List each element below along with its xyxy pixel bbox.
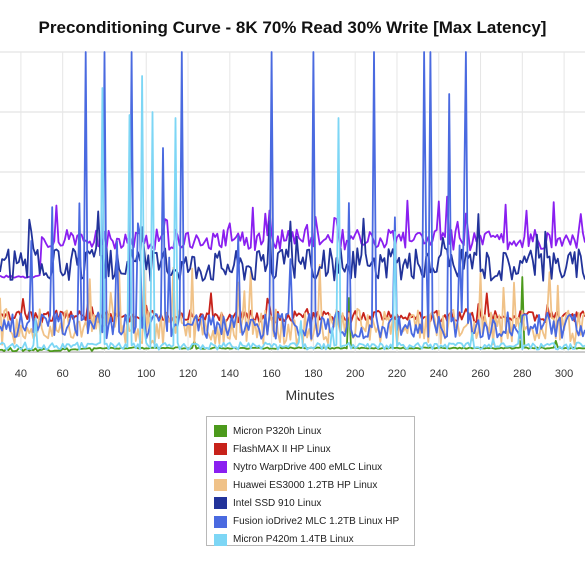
legend-label: Micron P420m 1.4TB Linux: [233, 534, 354, 546]
legend-swatch: [214, 497, 227, 510]
legend-item[interactable]: Huawei ES3000 1.2TB HP Linux: [214, 476, 414, 494]
x-tick-label: 220: [388, 368, 406, 380]
legend-item[interactable]: Micron P420m 1.4TB Linux: [214, 531, 414, 549]
series-line-7: [0, 75, 585, 351]
series-line-1: [0, 276, 585, 352]
x-tick-label: 260: [471, 368, 489, 380]
x-axis-title: Minutes: [285, 387, 334, 403]
legend-item[interactable]: Nytro WarpDrive 400 eMLC Linux: [214, 458, 414, 476]
x-tick-label: 40: [15, 368, 27, 380]
legend-item[interactable]: Fusion ioDrive2 MLC 1.2TB Linux HP: [214, 512, 414, 530]
series-line-3: [0, 195, 585, 279]
legend-label: Nytro WarpDrive 400 eMLC Linux: [233, 461, 383, 473]
x-tick-label: 200: [346, 368, 364, 380]
x-tick-label: 120: [179, 368, 197, 380]
series-line-5: [0, 210, 585, 282]
legend-item[interactable]: Intel SSD 910 Linux: [214, 494, 414, 512]
x-tick-label: 60: [57, 368, 69, 380]
series-lines: [0, 51, 585, 352]
legend-swatch: [214, 425, 227, 438]
legend: Micron P320h Linux FlashMAX II HP Linux Ny…: [206, 416, 415, 546]
legend-item[interactable]: FlashMAX II HP Linux: [214, 440, 414, 458]
legend-item[interactable]: Micron P320h Linux: [214, 422, 414, 440]
x-tick-label: 180: [304, 368, 322, 380]
legend-swatch: [214, 461, 227, 474]
legend-label: FlashMAX II HP Linux: [233, 443, 331, 455]
legend-label: Intel SSD 910 Linux: [233, 497, 322, 509]
legend-swatch: [214, 515, 227, 528]
series-line-6: [0, 51, 585, 340]
legend-swatch: [214, 533, 227, 546]
legend-swatch: [214, 479, 227, 492]
legend-label: Fusion ioDrive2 MLC 1.2TB Linux HP: [233, 516, 400, 528]
chart-title: Preconditioning Curve - 8K 70% Read 30% …: [38, 18, 547, 37]
x-tick-label: 240: [430, 368, 448, 380]
x-tick-label: 280: [513, 368, 531, 380]
x-tick-label: 80: [98, 368, 110, 380]
x-tick-label: 100: [137, 368, 155, 380]
legend-label: Micron P320h Linux: [233, 425, 322, 437]
x-tick-label: 300: [555, 368, 573, 380]
x-tick-labels: 40 60 80 100 120 140 160 180 200 220 240 260 280 300: [15, 368, 574, 380]
legend-swatch: [214, 443, 227, 456]
x-tick-label: 140: [221, 368, 239, 380]
x-tick-label: 160: [262, 368, 280, 380]
legend-label: Huawei ES3000 1.2TB HP Linux: [233, 479, 378, 491]
